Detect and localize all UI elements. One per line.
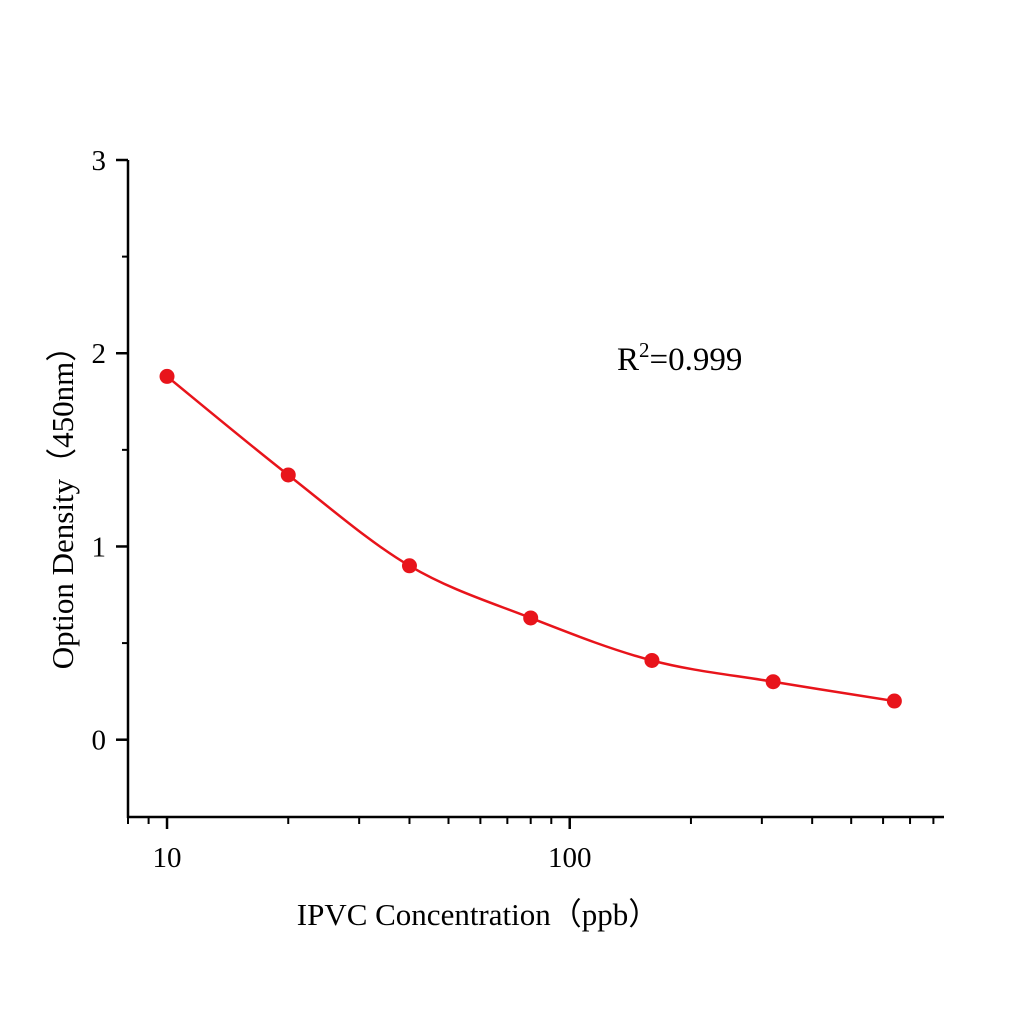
x-axis-label: IPVC Concentration（ppb）	[297, 897, 660, 932]
r-squared-annotation: R2=0.999	[617, 338, 742, 378]
y-tick-label: 3	[92, 145, 107, 177]
data-point	[886, 693, 902, 709]
y-tick-label: 2	[92, 338, 107, 370]
data-point	[159, 368, 175, 384]
data-point	[523, 610, 539, 626]
y-axis-label: Option Density（450nm）	[45, 331, 80, 669]
data-point	[765, 674, 781, 690]
y-tick-label: 0	[92, 725, 107, 757]
x-tick-label: 10	[153, 842, 182, 874]
x-tick-label: 100	[548, 842, 592, 874]
plot-area	[159, 368, 902, 709]
data-point	[644, 652, 660, 668]
y-tick-label: 1	[92, 531, 107, 563]
data-point	[401, 558, 417, 574]
fit-curve	[166, 375, 895, 703]
ticks: 0 1 2 3 10 100	[92, 145, 935, 874]
data-point	[280, 467, 296, 483]
